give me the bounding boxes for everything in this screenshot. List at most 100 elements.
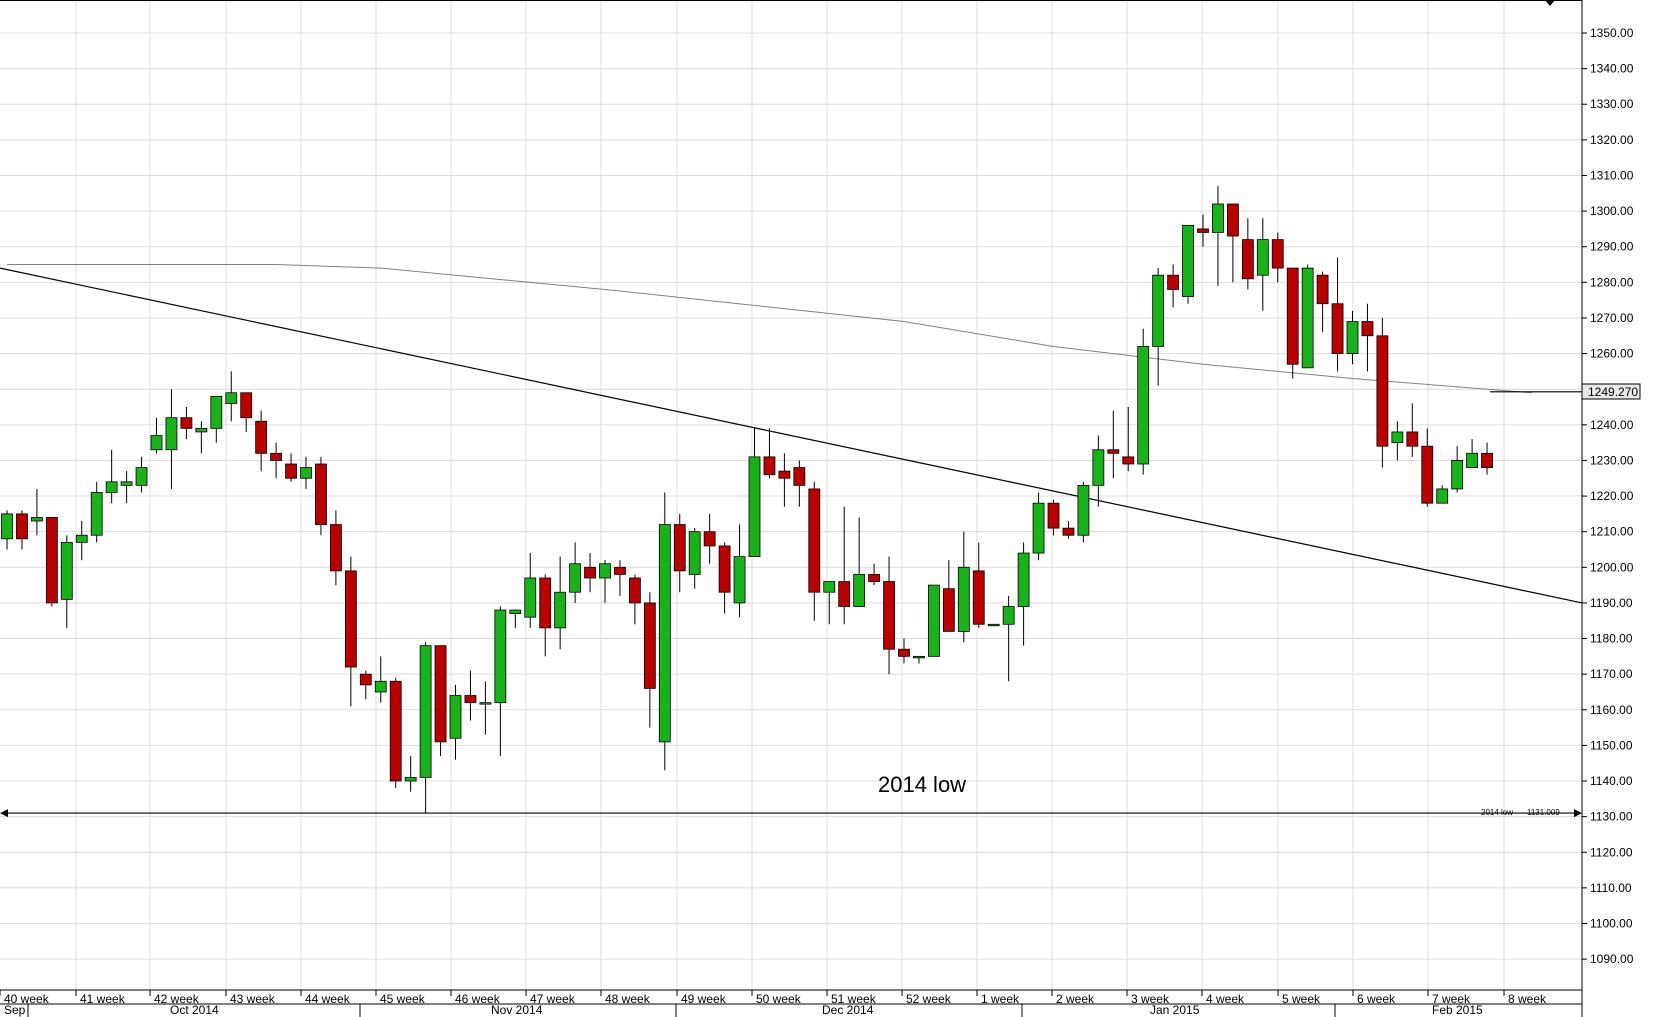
month-label: Nov 2014 (491, 1003, 543, 1017)
candle (1152, 268, 1165, 386)
candle-body (1107, 449, 1120, 454)
candle (75, 520, 88, 561)
chart-grid (0, 0, 1582, 990)
candle-body (90, 492, 103, 536)
candle (1227, 203, 1239, 283)
candle-body (464, 695, 477, 704)
y-tick-label: 1280.00 (1590, 275, 1634, 289)
support-line (0, 809, 1582, 818)
candle-body (688, 531, 701, 575)
candle-body (404, 777, 417, 782)
week-label: 6 week (1357, 992, 1396, 1006)
candle-body (135, 467, 148, 486)
candle-body (60, 541, 73, 600)
candle-body (1346, 321, 1359, 354)
candle (1092, 435, 1105, 507)
candle (584, 553, 596, 593)
candle (210, 395, 223, 443)
candle-body (972, 570, 985, 625)
candle (16, 510, 28, 550)
candle-body (329, 524, 342, 572)
y-tick-label: 1150.00 (1590, 738, 1633, 752)
candle-body (359, 673, 372, 686)
candle (105, 449, 118, 504)
candle-body (599, 563, 611, 579)
candle (1256, 218, 1269, 311)
y-tick-label: 1330.00 (1590, 97, 1634, 111)
month-label: Feb 2015 (1432, 1003, 1483, 1017)
candle-body (1002, 606, 1015, 625)
candle-body (733, 556, 746, 604)
candle-body (1137, 346, 1150, 465)
candle (658, 492, 671, 771)
candle-body (868, 574, 880, 582)
candle-body (1316, 274, 1329, 305)
candle-body (270, 452, 283, 461)
candle (359, 670, 372, 700)
candle-body (1152, 274, 1165, 347)
current-price-label: 1249.270 (1588, 385, 1638, 399)
candle-body (1017, 552, 1030, 607)
candle-body (913, 655, 925, 659)
y-tick-label: 1100.00 (1590, 917, 1633, 931)
candle-body (823, 581, 836, 593)
week-label: 7 week (1432, 992, 1471, 1006)
candle (524, 553, 537, 628)
candle-body (75, 534, 88, 543)
week-label: 8 week (1508, 992, 1547, 1006)
candle-body (1241, 239, 1254, 280)
candle (419, 642, 432, 814)
y-tick-label: 1110.00 (1590, 881, 1632, 895)
candle (150, 417, 163, 454)
candle (1346, 310, 1359, 365)
candle (913, 655, 925, 664)
candle (688, 528, 701, 589)
candle (90, 481, 103, 543)
candle (733, 524, 746, 618)
y-tick-label: 1140.00 (1590, 774, 1633, 788)
y-tick-label: 1160.00 (1590, 703, 1633, 717)
week-label: 41 week (80, 992, 126, 1006)
candle (614, 560, 626, 596)
candle (195, 421, 208, 454)
candle (1047, 499, 1060, 536)
candle-body (614, 566, 626, 575)
candle-body (554, 591, 567, 629)
candle (718, 542, 731, 614)
candle (1122, 407, 1135, 472)
candle-body (1182, 224, 1194, 297)
y-tick-label: 1210.00 (1590, 525, 1634, 539)
candle (1436, 485, 1449, 504)
candle (329, 510, 342, 586)
candle-body (165, 417, 178, 451)
candle (1331, 257, 1344, 372)
candle-body (434, 645, 447, 743)
candle (1107, 410, 1120, 479)
candle-body (763, 456, 776, 476)
candle (569, 542, 581, 603)
candle (778, 453, 791, 507)
candle (344, 556, 357, 707)
candle-body (778, 470, 791, 479)
candle (300, 456, 312, 489)
candle (1241, 218, 1254, 290)
candle-body (1286, 267, 1299, 365)
candle (629, 574, 641, 625)
candle (1406, 403, 1419, 457)
candle (793, 460, 806, 507)
candle (374, 656, 387, 703)
candle-body (957, 566, 970, 632)
candle-body (1, 513, 13, 540)
candle (509, 609, 522, 628)
candle-body (150, 435, 163, 451)
trendline (0, 267, 1583, 604)
week-label: 42 week (154, 992, 200, 1006)
candle (703, 513, 716, 564)
week-label: 46 week (455, 992, 501, 1006)
month-label: Jan 2015 (1150, 1003, 1200, 1017)
candle (599, 560, 611, 603)
candle (957, 531, 970, 643)
candle (449, 684, 462, 760)
candle (479, 681, 492, 735)
candle-body (793, 467, 806, 486)
